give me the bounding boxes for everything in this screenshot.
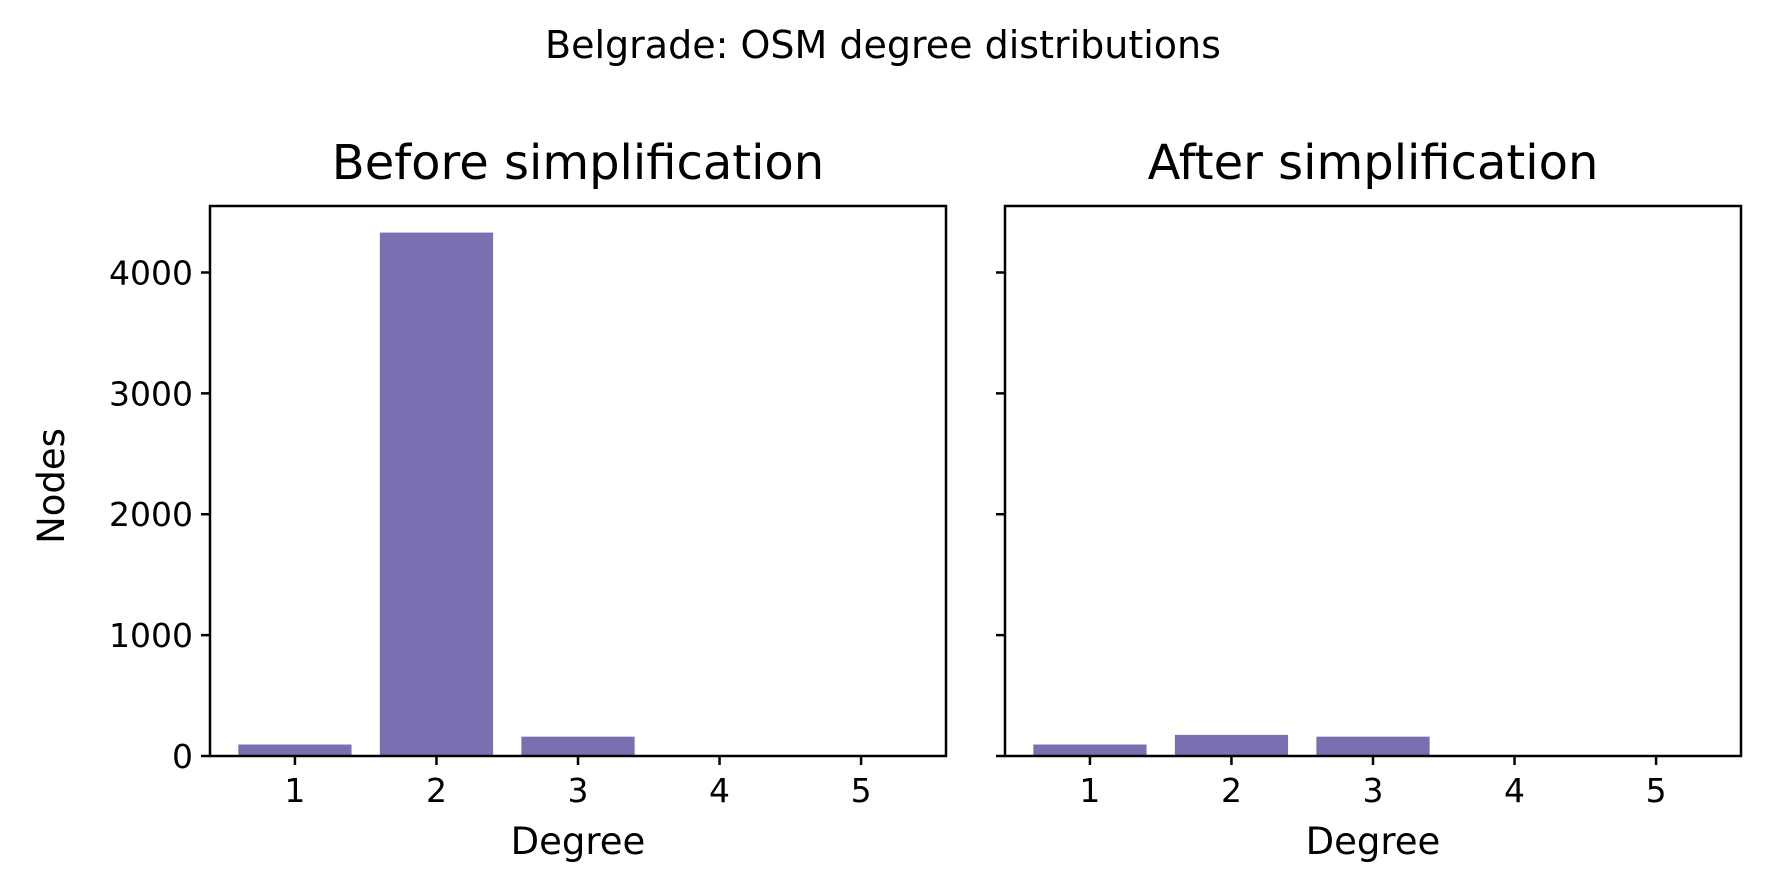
bar-degree-3	[1316, 736, 1430, 756]
panel-before-x-ticks: 1 2 3 4 5	[284, 756, 872, 810]
panel-after-y-ticks	[996, 271, 1005, 758]
x-tick-label: 3	[568, 771, 589, 810]
panel-before-x-axis-label: Degree	[511, 820, 646, 863]
panel-after-x-axis-label: Degree	[1306, 820, 1441, 863]
y-axis-label: Nodes	[30, 428, 73, 544]
figure-suptitle: Belgrade: OSM degree distributions	[545, 23, 1221, 67]
panel-after-title: After simplification	[1148, 135, 1599, 191]
bar-degree-2	[379, 232, 494, 757]
x-tick-label: 4	[1504, 771, 1525, 810]
bar-degree-2	[1174, 734, 1289, 756]
panel-before-y-ticks: 0 1000 2000 3000 4000	[109, 253, 210, 776]
x-tick-label: 3	[1363, 771, 1384, 810]
bar-degree-3	[521, 736, 635, 756]
panel-after: After simplification Degree 1 2 3 4 5	[996, 135, 1743, 863]
x-tick-label: 1	[284, 771, 305, 810]
panel-before-bars	[238, 232, 635, 757]
panel-before-title: Before simplification	[332, 135, 824, 191]
y-tick-label: 4000	[109, 253, 193, 292]
y-tick-label: 1000	[109, 616, 193, 655]
bar-degree-1	[238, 744, 352, 756]
x-tick-label: 4	[709, 771, 730, 810]
x-tick-label: 5	[1646, 771, 1667, 810]
bar-degree-1	[1033, 744, 1147, 756]
x-tick-label: 5	[851, 771, 872, 810]
y-tick-label: 2000	[109, 495, 193, 534]
y-tick-label: 3000	[109, 374, 193, 413]
x-tick-label: 1	[1079, 771, 1100, 810]
panel-after-x-ticks: 1 2 3 4 5	[1079, 756, 1667, 810]
x-tick-label: 2	[426, 771, 447, 810]
panel-after-bars	[1033, 734, 1430, 756]
x-tick-label: 2	[1221, 771, 1242, 810]
panel-before-frame	[208, 204, 948, 758]
y-tick-label: 0	[172, 737, 193, 776]
panel-before: Before simplification Nodes Degree 1 2 3 4 5…	[30, 135, 948, 863]
panel-after-frame	[1003, 204, 1743, 758]
